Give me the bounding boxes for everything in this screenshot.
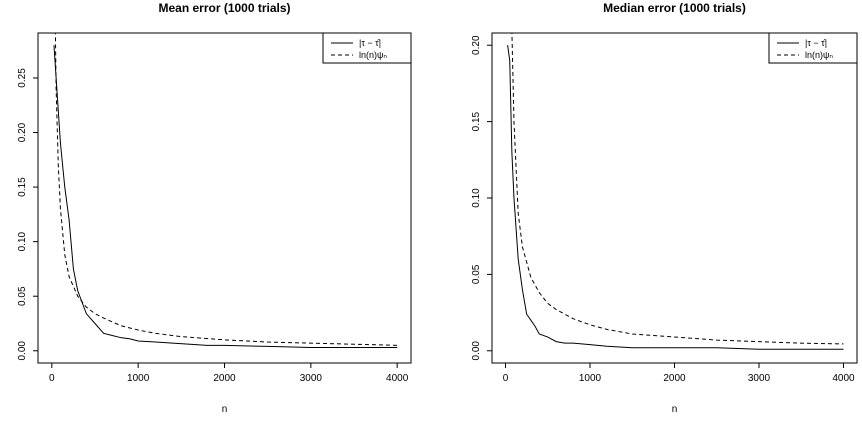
- series-group: [53, 33, 398, 348]
- series-group: [507, 33, 844, 350]
- x-tick-label: 2000: [213, 373, 236, 384]
- y-tick-label: 0.00: [471, 341, 482, 361]
- x-tick-label: 3000: [300, 373, 323, 384]
- x-tick-label: 4000: [386, 373, 409, 384]
- series-line-2: [511, 33, 844, 345]
- x-tick-label: 0: [49, 373, 55, 384]
- x-tick-label: 4000: [832, 373, 855, 384]
- y-tick-label: 0.15: [471, 111, 482, 131]
- chart-title: Mean error (1000 trials): [158, 1, 290, 15]
- y-tick-label: 0.15: [17, 177, 28, 197]
- legend: |τ − τ̂| ln(n)ψₙ: [322, 32, 412, 64]
- chart-panel-2: Median error (1000 trials) 0 1000 2000 3000 4…: [471, 1, 858, 415]
- legend-label: ln(n)ψₙ: [359, 50, 387, 60]
- legend-label: ln(n)ψₙ: [805, 50, 833, 60]
- y-tick-label: 0.25: [17, 68, 28, 88]
- series-line-1: [507, 45, 844, 350]
- y-tick-label: 0.00: [17, 341, 28, 361]
- plot-frame: [491, 32, 858, 364]
- x-tick-label: 3000: [748, 373, 771, 384]
- y-tick-label: 0.05: [471, 264, 482, 284]
- x-axis-label: n: [672, 404, 678, 415]
- x-tick-label: 2000: [663, 373, 686, 384]
- x-tick-label: 0: [503, 373, 509, 384]
- x-tick-label: 1000: [127, 373, 150, 384]
- legend-box: [322, 32, 412, 64]
- y-tick-label: 0.05: [17, 286, 28, 306]
- plot-frame: [37, 32, 412, 364]
- y-tick-label: 0.20: [17, 122, 28, 142]
- chart-panel-1: Mean error (1000 trials) 0 1000 2000 3000 400…: [17, 1, 412, 415]
- y-tick-label: 0.10: [471, 188, 482, 208]
- series-line-2: [54, 33, 398, 346]
- x-tick-label: 1000: [579, 373, 602, 384]
- y-tick-label: 0.20: [471, 35, 482, 55]
- x-axis-label: n: [222, 404, 228, 415]
- legend-label: |τ − τ̂|: [359, 38, 381, 48]
- legend-label: |τ − τ̂|: [805, 38, 827, 48]
- y-tick-label: 0.10: [17, 231, 28, 251]
- series-line-1: [53, 45, 398, 348]
- chart-title: Median error (1000 trials): [603, 1, 746, 15]
- legend: |τ − τ̂| ln(n)ψₙ: [768, 32, 858, 64]
- legend-box: [768, 32, 858, 64]
